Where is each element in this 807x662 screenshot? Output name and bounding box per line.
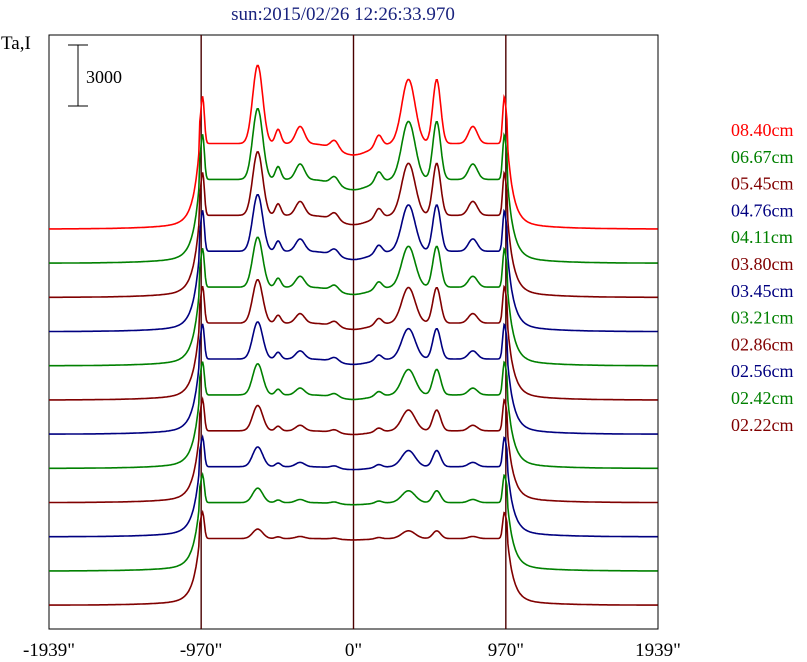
series-line-04.76cm <box>49 194 658 333</box>
y-axis-label: Ta,I <box>1 33 31 54</box>
scale-bar-label: 3000 <box>86 67 122 87</box>
series-line-06.67cm <box>49 108 658 264</box>
series-line-05.45cm <box>49 151 658 299</box>
legend-entry: 03.45cm <box>731 281 794 301</box>
legend-entry: 06.67cm <box>731 147 794 167</box>
x-tick-label: 970" <box>488 640 524 661</box>
scale-bar: 3000 <box>68 44 122 107</box>
legend-entry: 04.11cm <box>731 227 793 247</box>
series-line-03.80cm <box>49 279 658 401</box>
series-line-02.86cm <box>49 396 658 504</box>
series-line-08.40cm <box>49 64 658 230</box>
legend-entry: 02.42cm <box>731 388 794 408</box>
series-line-02.22cm <box>49 509 658 606</box>
legend: 08.40cm 06.67cm 05.45cm 04.76cm 04.11cm 03.80… <box>731 120 794 435</box>
legend-entry: 08.40cm <box>731 120 794 140</box>
legend-entry: 02.22cm <box>731 415 794 435</box>
legend-entry: 03.21cm <box>731 308 794 328</box>
legend-entry: 02.56cm <box>731 361 794 381</box>
legend-entry: 02.86cm <box>731 334 794 354</box>
x-tick-label: -1939" <box>23 640 75 661</box>
chart-title: sun:2015/02/26 12:26:33.970 <box>231 4 455 25</box>
series-line-04.11cm <box>49 236 658 367</box>
series-lines <box>49 64 658 606</box>
x-tick-label: -970" <box>180 640 223 661</box>
legend-entry: 04.76cm <box>731 200 794 220</box>
series-line-03.45cm <box>49 321 658 435</box>
series-line-02.42cm <box>49 471 658 572</box>
series-line-03.21cm <box>49 360 658 470</box>
x-tick-label: 1939" <box>635 640 681 661</box>
legend-entry: 03.80cm <box>731 254 794 274</box>
x-tick-label: 0" <box>345 640 362 661</box>
series-line-02.56cm <box>49 434 658 538</box>
x-tick-labels: -1939" -970" 0" 970" 1939" <box>23 640 681 661</box>
legend-entry: 05.45cm <box>731 174 794 194</box>
